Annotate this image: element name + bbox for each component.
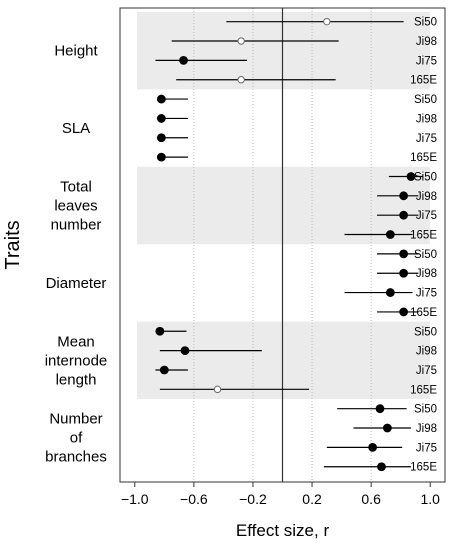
effect-point-open bbox=[213, 385, 222, 394]
clone-label: Ji75 bbox=[416, 133, 437, 145]
trait-label: number bbox=[51, 217, 102, 234]
clone-label: Si50 bbox=[414, 404, 437, 416]
clone-label: Si50 bbox=[414, 171, 437, 183]
trait-band bbox=[137, 321, 430, 399]
effect-point-filled bbox=[377, 462, 386, 472]
clone-label: 165E bbox=[410, 152, 437, 164]
effect-point-filled bbox=[399, 191, 409, 201]
trait-label: internode bbox=[45, 352, 108, 369]
effect-point-filled bbox=[399, 249, 409, 259]
clone-label: 165E bbox=[410, 307, 437, 319]
effect-point-filled bbox=[385, 288, 395, 297]
y-axis-title: Traits bbox=[2, 220, 24, 269]
x-axis: −1.0 −0.6 −0.2 0.2 0.6 1.0 bbox=[121, 482, 440, 507]
plot-frame bbox=[119, 7, 446, 483]
clone-label: Ji75 bbox=[416, 55, 437, 67]
effect-point-filled bbox=[156, 94, 166, 104]
vertical-gridlines bbox=[193, 8, 372, 482]
trait-label: Diameter bbox=[46, 275, 107, 292]
clone-label: 165E bbox=[410, 230, 437, 242]
x-tick-label: −0.6 bbox=[180, 491, 208, 507]
trait-label: SLA bbox=[62, 120, 90, 137]
clone-label: 165E bbox=[410, 384, 437, 396]
clone-label: Ji98 bbox=[416, 423, 437, 435]
effect-size-marks: Si50 Ji98 Ji75 165E Si50 Ji98 Ji75 165E Si50 Ji98… bbox=[155, 17, 437, 474]
clone-label: Ji75 bbox=[416, 210, 437, 222]
effect-point-filled bbox=[375, 404, 385, 414]
x-tick-label: 0.6 bbox=[361, 491, 381, 507]
effect-point-filled bbox=[159, 365, 169, 375]
effect-point-filled bbox=[399, 268, 409, 278]
trait-band bbox=[137, 166, 430, 245]
trait-label: of bbox=[70, 430, 83, 447]
clone-label: Ji75 bbox=[416, 365, 437, 377]
effect-point-filled bbox=[179, 55, 188, 65]
effect-point-filled bbox=[156, 152, 166, 162]
trait-label: Mean bbox=[57, 333, 95, 350]
x-axis-title: Effect size, r bbox=[236, 521, 330, 540]
trait-label: Height bbox=[54, 43, 98, 60]
x-tick-label: −1.0 bbox=[121, 491, 149, 507]
clone-label: Ji98 bbox=[416, 191, 437, 203]
effect-point-open bbox=[237, 76, 245, 84]
clone-label: 165E bbox=[410, 75, 437, 87]
effect-point-filled bbox=[382, 423, 392, 433]
trait-labels: Height SLA Total leaves number Diameter Mean in… bbox=[45, 43, 108, 466]
effect-point-filled bbox=[180, 346, 190, 356]
clone-label: Si50 bbox=[414, 94, 437, 106]
trait-label: branches bbox=[45, 449, 107, 466]
trait-label: Total bbox=[60, 179, 92, 196]
clone-label: Ji98 bbox=[416, 268, 437, 280]
x-tick-label: 0.2 bbox=[302, 491, 322, 507]
clone-label: Ji98 bbox=[416, 113, 437, 125]
effect-point-filled bbox=[399, 307, 409, 317]
clone-label: Si50 bbox=[414, 249, 437, 261]
x-tick-label: 1.0 bbox=[420, 491, 440, 507]
trait-bands bbox=[137, 12, 430, 399]
x-tick-label: −0.2 bbox=[239, 491, 267, 507]
trait-label: leaves bbox=[54, 198, 97, 215]
effect-point-filled bbox=[406, 172, 416, 181]
effect-point-filled bbox=[399, 210, 409, 220]
effect-point-filled bbox=[156, 114, 166, 123]
effect-point-open bbox=[237, 37, 245, 45]
effect-point-filled bbox=[156, 133, 166, 143]
trait-label: Number bbox=[49, 411, 102, 428]
clone-label: Ji75 bbox=[416, 288, 437, 300]
clone-label: Ji75 bbox=[416, 442, 437, 454]
clone-label: Si50 bbox=[414, 326, 437, 338]
clone-label: 165E bbox=[410, 462, 437, 474]
effect-point-open bbox=[323, 17, 331, 26]
effect-point-filled bbox=[385, 230, 395, 239]
clone-label: Si50 bbox=[414, 17, 437, 29]
trait-label: length bbox=[56, 371, 97, 388]
effect-point-filled bbox=[368, 442, 378, 452]
effect-point-filled bbox=[155, 326, 165, 336]
clone-label: Ji98 bbox=[416, 36, 437, 48]
clone-label: Ji98 bbox=[416, 346, 437, 358]
trait-band bbox=[137, 12, 430, 90]
